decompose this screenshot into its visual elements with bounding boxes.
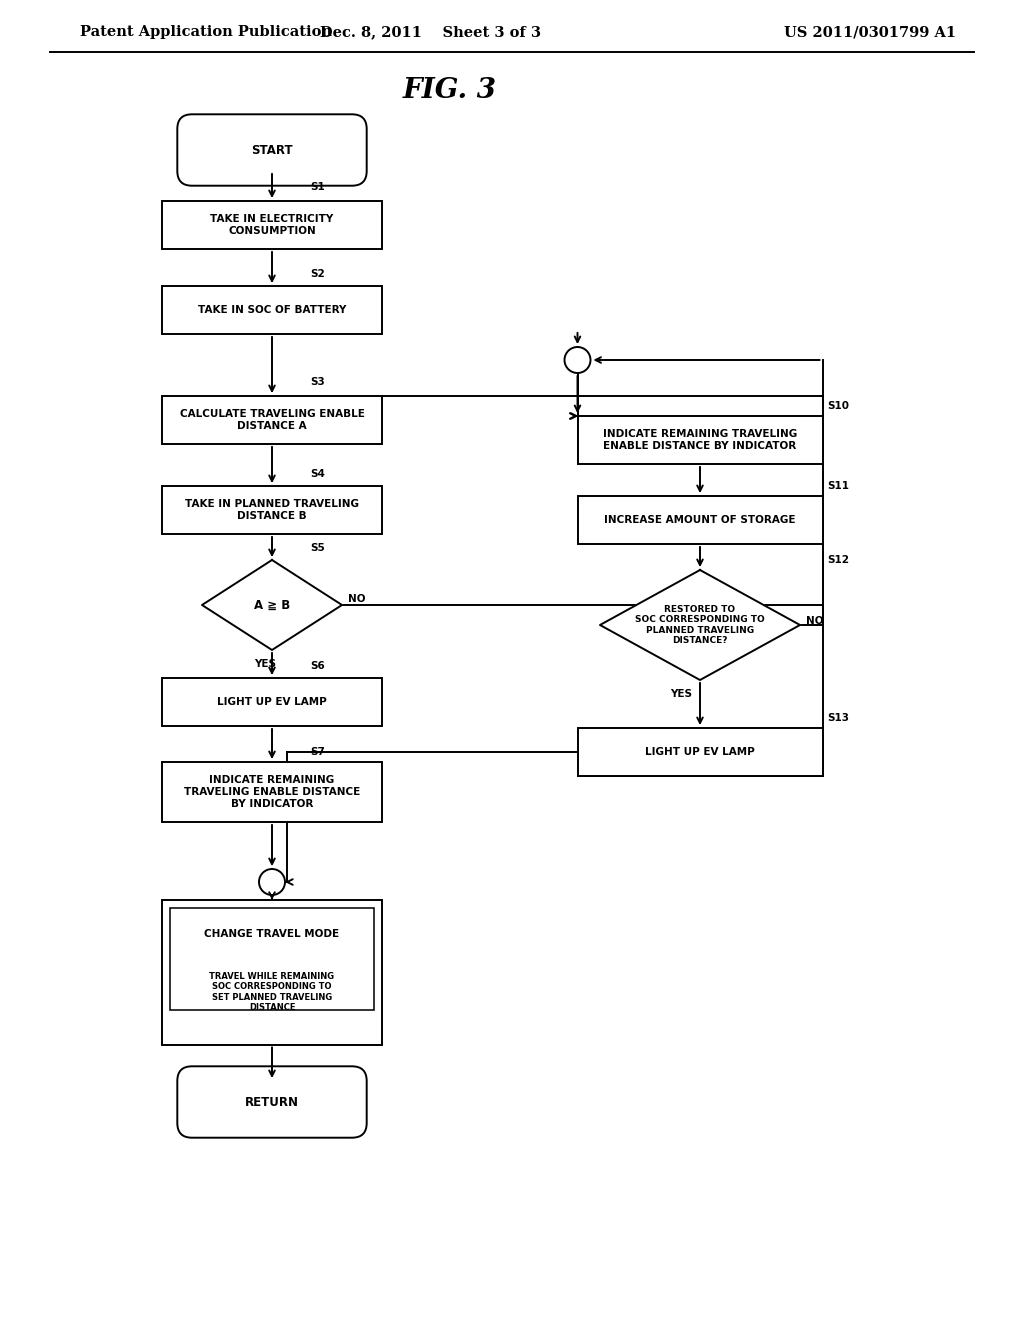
Bar [162, 286, 382, 334]
Bar [578, 496, 822, 544]
Text: TAKE IN PLANNED TRAVELING
DISTANCE B: TAKE IN PLANNED TRAVELING DISTANCE B [185, 499, 359, 521]
Circle shape [564, 347, 591, 374]
Text: S8: S8 [294, 906, 309, 915]
Text: S2: S2 [310, 269, 325, 279]
Bar [162, 678, 382, 726]
Text: YES: YES [254, 659, 276, 669]
Text: INDICATE REMAINING TRAVELING
ENABLE DISTANCE BY INDICATOR: INDICATE REMAINING TRAVELING ENABLE DIST… [603, 429, 797, 451]
Text: TAKE IN ELECTRICITY
CONSUMPTION: TAKE IN ELECTRICITY CONSUMPTION [210, 214, 334, 236]
Text: S1: S1 [310, 182, 325, 191]
Text: TRAVEL WHILE REMAINING
SOC CORRESPONDING TO
SET PLANNED TRAVELING
DISTANCE: TRAVEL WHILE REMAINING SOC CORRESPONDING… [210, 972, 335, 1012]
Polygon shape [600, 570, 800, 680]
Text: S4: S4 [310, 469, 325, 479]
Bar [162, 899, 382, 1044]
Text: S11: S11 [827, 480, 850, 491]
Text: S7: S7 [310, 747, 325, 756]
FancyBboxPatch shape [177, 115, 367, 186]
Text: CHANGE TRAVEL MODE: CHANGE TRAVEL MODE [205, 929, 340, 939]
Bar [162, 201, 382, 249]
Text: US 2011/0301799 A1: US 2011/0301799 A1 [784, 25, 956, 40]
Text: INDICATE REMAINING
TRAVELING ENABLE DISTANCE
BY INDICATOR: INDICATE REMAINING TRAVELING ENABLE DIST… [184, 775, 360, 809]
Text: S12: S12 [827, 554, 850, 565]
Text: RETURN: RETURN [245, 1096, 299, 1109]
Text: Dec. 8, 2011    Sheet 3 of 3: Dec. 8, 2011 Sheet 3 of 3 [319, 25, 541, 40]
Text: YES: YES [670, 689, 692, 700]
Bar [162, 762, 382, 822]
Bar [170, 908, 374, 1010]
Text: START: START [251, 144, 293, 157]
Circle shape [259, 869, 285, 895]
Text: NO: NO [806, 616, 823, 626]
Bar [578, 416, 822, 465]
Text: S13: S13 [827, 713, 850, 723]
FancyBboxPatch shape [177, 1067, 367, 1138]
Text: NO: NO [348, 594, 366, 605]
Text: CALCULATE TRAVELING ENABLE
DISTANCE A: CALCULATE TRAVELING ENABLE DISTANCE A [179, 409, 365, 430]
Text: S3: S3 [310, 378, 325, 387]
Bar [162, 396, 382, 444]
Bar [162, 486, 382, 535]
Polygon shape [202, 560, 342, 649]
Text: RESTORED TO
SOC CORRESPONDING TO
PLANNED TRAVELING
DISTANCE?: RESTORED TO SOC CORRESPONDING TO PLANNED… [635, 605, 765, 645]
Text: LIGHT UP EV LAMP: LIGHT UP EV LAMP [217, 697, 327, 708]
Text: S10: S10 [827, 401, 850, 411]
Text: LIGHT UP EV LAMP: LIGHT UP EV LAMP [645, 747, 755, 756]
Text: S6: S6 [310, 661, 325, 671]
Bar [578, 729, 822, 776]
Text: Patent Application Publication: Patent Application Publication [80, 25, 332, 40]
Text: TAKE IN SOC OF BATTERY: TAKE IN SOC OF BATTERY [198, 305, 346, 315]
Text: S5: S5 [310, 543, 325, 553]
Text: A ≧ B: A ≧ B [254, 598, 290, 611]
Text: INCREASE AMOUNT OF STORAGE: INCREASE AMOUNT OF STORAGE [604, 515, 796, 525]
Text: FIG. 3: FIG. 3 [403, 77, 497, 103]
